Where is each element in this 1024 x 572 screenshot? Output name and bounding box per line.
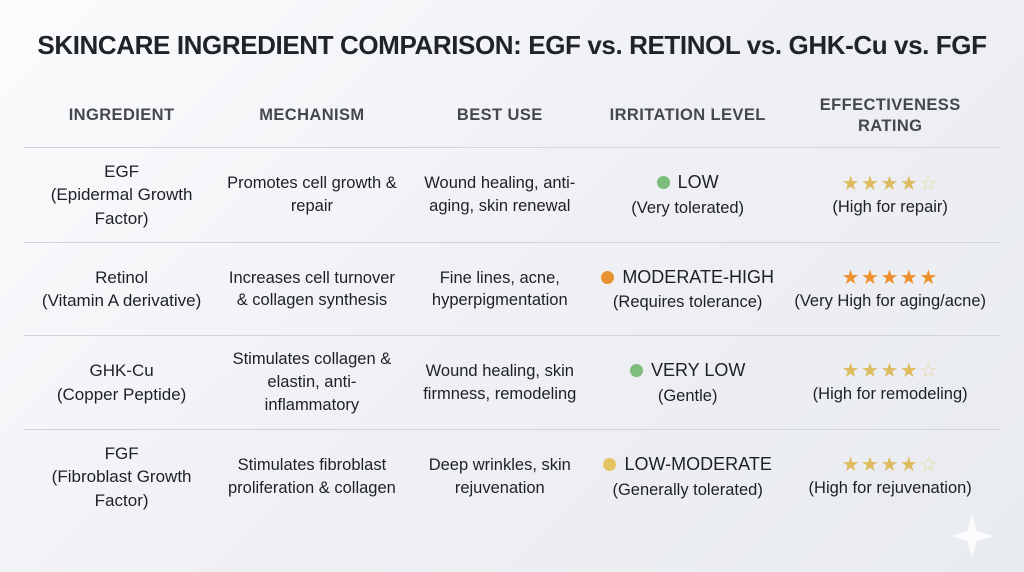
rating-cell: ★★★★☆ (High for repair)	[780, 160, 1000, 231]
irritation-dot-icon	[629, 363, 643, 377]
best-use-cell: Deep wrinkles, skin rejuvenation	[428, 456, 571, 497]
best-use-cell: Wound healing, anti-aging, skin renewal	[424, 174, 576, 216]
ingredient-subtitle: (Fibroblast Growth Factor)	[51, 467, 192, 510]
ingredient-cell: FGF (Fibroblast Growth Factor)	[24, 430, 219, 524]
column-header-effectiveness: EFFECTIVENESS RATING	[819, 95, 961, 135]
mechanism-cell: Increases cell turnover & collagen synth…	[228, 268, 395, 310]
irritation-note: (Generally tolerated)	[612, 480, 763, 499]
rating-note: (High for repair)	[832, 197, 948, 216]
irritation-dot-icon	[656, 176, 670, 190]
mechanism-cell: Stimulates collagen & elastin, anti-infl…	[232, 350, 392, 414]
irritation-note: (Gentle)	[657, 386, 718, 405]
irritation-cell: LOW (Very tolerated)	[595, 158, 780, 232]
ingredient-name: FGF	[104, 443, 139, 463]
empty-stars: ☆	[919, 170, 939, 195]
ingredient-subtitle: (Epidermal Growth Factor)	[50, 185, 193, 228]
best-use-cell: Fine lines, acne, hyperpigmentation	[431, 268, 568, 310]
table-header-row: INGREDIENT MECHANISM BEST USE IRRITATION…	[24, 85, 1000, 147]
irritation-level: VERY LOW	[650, 359, 746, 380]
irritation-dot-icon	[601, 270, 615, 284]
table-row: GHK-Cu (Copper Peptide) Stimulates colla…	[24, 335, 1000, 428]
star-rating-icon: ★★★★☆	[786, 172, 994, 194]
column-header-irritation: IRRITATION LEVEL	[609, 106, 766, 125]
irritation-cell: MODERATE-HIGH (Requires tolerance)	[595, 253, 780, 327]
empty-stars: ☆	[919, 358, 939, 383]
table-row: EGF (Epidermal Growth Factor) Promotes c…	[24, 147, 1000, 242]
filled-stars: ★★★★	[841, 358, 920, 383]
ingredient-cell: EGF (Epidermal Growth Factor)	[24, 148, 219, 242]
mechanism-cell: Stimulates fibroblast proliferation & co…	[227, 456, 396, 497]
ingredient-subtitle: (Copper Peptide)	[56, 384, 187, 404]
mechanism-cell: Promotes cell growth & repair	[227, 174, 397, 216]
filled-stars: ★★★★★	[841, 264, 939, 289]
irritation-level: LOW	[677, 172, 719, 193]
column-header-ingredient: INGREDIENT	[68, 106, 175, 125]
ingredient-subtitle: (Vitamin A derivative)	[41, 291, 202, 311]
empty-stars: ☆	[919, 452, 939, 477]
irritation-cell: VERY LOW (Gentle)	[595, 346, 780, 420]
irritation-level: MODERATE-HIGH	[622, 266, 774, 287]
irritation-cell: LOW-MODERATE (Generally tolerated)	[595, 440, 780, 514]
filled-stars: ★★★★	[841, 452, 920, 477]
filled-stars: ★★★★	[841, 170, 920, 195]
rating-note: (High for remodeling)	[812, 385, 968, 404]
ingredient-name: GHK-Cu	[89, 361, 154, 381]
irritation-level: LOW-MODERATE	[624, 454, 772, 475]
star-rating-icon: ★★★★★	[786, 266, 994, 288]
column-header-best-use: BEST USE	[456, 106, 543, 125]
irritation-note: (Requires tolerance)	[612, 293, 763, 312]
ingredient-cell: GHK-Cu (Copper Peptide)	[24, 347, 219, 418]
star-rating-icon: ★★★★☆	[786, 359, 994, 381]
ingredient-name: Retinol	[95, 267, 149, 287]
star-rating-icon: ★★★★☆	[786, 453, 994, 475]
ingredient-cell: Retinol (Vitamin A derivative)	[24, 254, 219, 325]
rating-note: (High for rejuvenation)	[808, 479, 972, 498]
rating-cell: ★★★★☆ (High for rejuvenation)	[780, 441, 1000, 512]
rating-cell: ★★★★☆ (High for remodeling)	[780, 347, 1000, 418]
table-row: FGF (Fibroblast Growth Factor) Stimulate…	[24, 428, 1000, 524]
page-title: SKINCARE INGREDIENT COMPARISON: EGF vs. …	[37, 30, 987, 60]
ingredient-name: EGF	[104, 162, 140, 181]
irritation-level-line: VERY LOW	[601, 358, 774, 383]
irritation-dot-icon	[603, 458, 617, 472]
rating-cell: ★★★★★ (Very High for aging/acne)	[780, 254, 1000, 325]
table-row: Retinol (Vitamin A derivative) Increases…	[24, 242, 1000, 335]
irritation-level-line: MODERATE-HIGH	[601, 265, 774, 290]
column-header-mechanism: MECHANISM	[259, 106, 365, 125]
irritation-level-line: LOW	[601, 170, 774, 195]
best-use-cell: Wound healing, skin firmness, remodeling	[423, 361, 577, 403]
irritation-level-line: LOW-MODERATE	[601, 452, 774, 477]
irritation-note: (Very tolerated)	[631, 199, 745, 218]
rating-note: (Very High for aging/acne)	[794, 291, 987, 310]
comparison-table: INGREDIENT MECHANISM BEST USE IRRITATION…	[24, 85, 1000, 524]
